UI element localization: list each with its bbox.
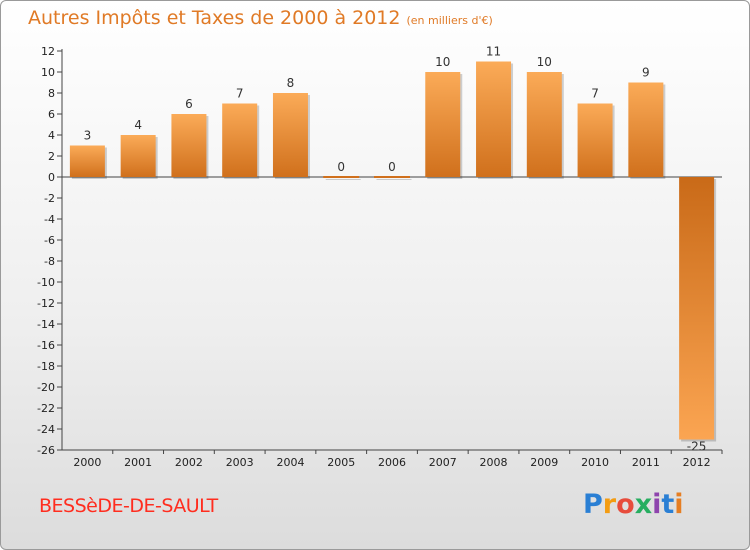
- x-tick-label: 2004: [276, 456, 304, 469]
- x-tick-label: 2002: [175, 456, 203, 469]
- y-tick-label: -4: [44, 213, 55, 226]
- x-tick-label: 2009: [530, 456, 558, 469]
- y-tick-label: -22: [37, 402, 55, 415]
- bar: [374, 176, 410, 178]
- chart-title: Autres Impôts et Taxes de 2000 à 2012 (en…: [28, 7, 493, 29]
- bar: [425, 72, 461, 177]
- x-tick-label: 2012: [683, 456, 711, 469]
- data-label: 7: [236, 87, 244, 101]
- y-tick-label: -10: [37, 276, 55, 289]
- y-tick-label: 0: [48, 171, 55, 184]
- y-tick-label: -16: [37, 339, 55, 352]
- proxiti-logo[interactable]: Proxiti: [583, 489, 684, 520]
- x-tick-label: 2007: [429, 456, 457, 469]
- y-tick-label: 4: [48, 129, 55, 142]
- data-label: 11: [486, 45, 501, 59]
- bar: [323, 176, 360, 178]
- x-tick-label: 2000: [73, 456, 101, 469]
- bar: [577, 103, 613, 177]
- x-tick-label: 2011: [632, 456, 660, 469]
- unit-note: (en milliers d'€): [406, 14, 493, 27]
- y-tick-label: 6: [48, 108, 55, 121]
- bar-shadow: [325, 179, 361, 180]
- logo-letter: x: [634, 489, 653, 520]
- data-label: 9: [642, 66, 650, 80]
- bar: [628, 82, 664, 177]
- data-label: 10: [435, 55, 450, 69]
- data-label: 4: [134, 118, 142, 132]
- y-tick-label: 12: [41, 45, 55, 58]
- data-label: -25: [687, 440, 707, 454]
- data-label: 6: [185, 97, 193, 111]
- logo-letter: i: [674, 489, 684, 520]
- y-tick-label: -20: [37, 381, 55, 394]
- data-label: 3: [84, 129, 92, 143]
- bar: [171, 114, 207, 177]
- y-tick-label: -18: [37, 360, 55, 373]
- bar: [222, 103, 258, 177]
- data-label: 8: [287, 76, 295, 90]
- y-tick-label: 10: [41, 66, 55, 79]
- data-label: 0: [388, 160, 396, 174]
- y-tick-label: -8: [44, 255, 55, 268]
- logo-letter: i: [652, 489, 662, 520]
- y-tick-label: 2: [48, 150, 55, 163]
- logo-letter: t: [661, 489, 675, 520]
- city-name: BESSèDE-DE-SAULT: [39, 495, 218, 517]
- bar: [272, 93, 308, 177]
- logo-letter: r: [602, 489, 617, 520]
- y-tick-label: -6: [44, 234, 55, 247]
- bar: [476, 61, 512, 177]
- data-label: 7: [591, 87, 599, 101]
- x-tick-label: 2010: [581, 456, 609, 469]
- bar-shadow: [376, 179, 412, 180]
- y-tick-label: -26: [37, 444, 55, 457]
- y-tick-label: -14: [37, 318, 55, 331]
- x-tick-label: 2006: [378, 456, 406, 469]
- bar: [69, 145, 105, 177]
- x-tick-label: 2005: [327, 456, 355, 469]
- x-tick-label: 2001: [124, 456, 152, 469]
- bar: [526, 72, 562, 177]
- bar: [679, 177, 715, 440]
- bar: [120, 135, 156, 177]
- y-tick-label: -24: [37, 423, 55, 436]
- data-label: 10: [537, 55, 552, 69]
- logo-letter: P: [583, 489, 603, 520]
- data-label: 0: [337, 160, 345, 174]
- x-tick-label: 2008: [480, 456, 508, 469]
- chart-title-text: Autres Impôts et Taxes de 2000 à 2012: [28, 7, 401, 29]
- y-tick-label: -12: [37, 297, 55, 310]
- y-tick-label: 8: [48, 87, 55, 100]
- y-tick-label: -2: [44, 192, 55, 205]
- logo-letter: o: [616, 489, 635, 520]
- x-tick-label: 2003: [226, 456, 254, 469]
